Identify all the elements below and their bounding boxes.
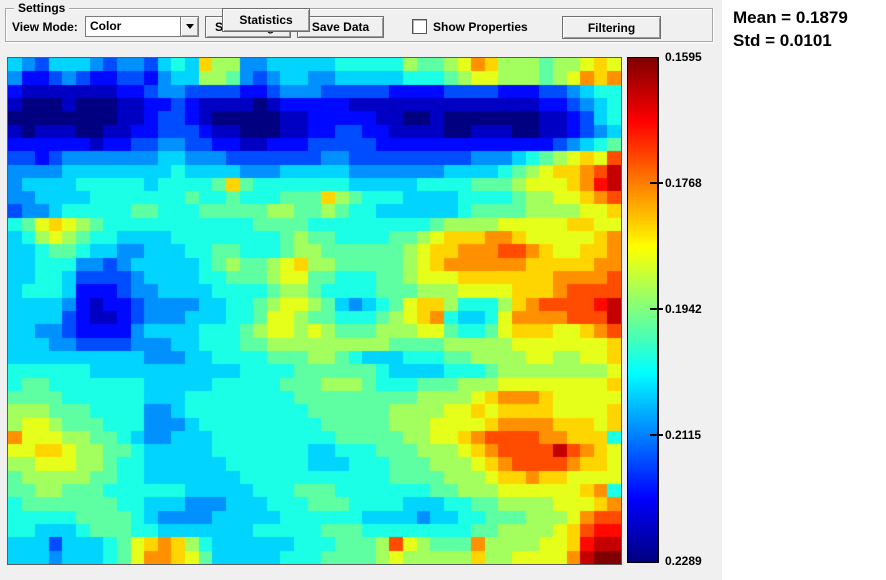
colorbar-tick-mark bbox=[650, 308, 663, 310]
colorbar-tick-label: 0.2289 bbox=[665, 554, 702, 568]
save-data-button[interactable]: Save Data bbox=[297, 16, 384, 38]
colorbar-tick-mark bbox=[650, 182, 663, 184]
heatmap-canvas bbox=[8, 58, 621, 564]
colorbar-tick-label: 0.2115 bbox=[665, 428, 702, 442]
view-mode-label: View Mode: bbox=[12, 20, 78, 34]
view-mode-value: Color bbox=[90, 19, 122, 33]
dropdown-arrow-icon[interactable] bbox=[180, 17, 198, 36]
colorbar-gradient bbox=[627, 57, 659, 563]
show-properties-label: Show Properties bbox=[433, 20, 528, 34]
settings-groupbox-title: Settings bbox=[14, 2, 70, 15]
show-properties-checkbox[interactable] bbox=[412, 19, 427, 34]
chevron-down-icon bbox=[185, 24, 194, 29]
settings-groupbox: Settings bbox=[5, 2, 713, 42]
heatmap bbox=[7, 57, 622, 565]
colorbar-tick-label: 0.1768 bbox=[665, 176, 702, 190]
view-mode-select[interactable]: Color bbox=[85, 16, 199, 37]
colorbar: 0.1595 0.1768 0.1942 0.2115 0.2289 bbox=[627, 50, 727, 569]
filtering-button[interactable]: Filtering bbox=[562, 16, 661, 39]
std-text: Std = 0.0101 bbox=[733, 31, 832, 50]
colorbar-tick-label: 0.1942 bbox=[665, 302, 702, 316]
mean-text: Mean = 0.1879 bbox=[733, 8, 848, 27]
statistics-button[interactable]: Statistics bbox=[222, 8, 310, 32]
colorbar-tick-mark bbox=[650, 434, 663, 436]
statistics-readout: Mean = 0.1879 Std = 0.0101 bbox=[733, 6, 848, 52]
app-panel: Settings View Mode: Color Save Image Sta… bbox=[0, 0, 722, 580]
colorbar-tick-label: 0.1595 bbox=[665, 50, 702, 64]
